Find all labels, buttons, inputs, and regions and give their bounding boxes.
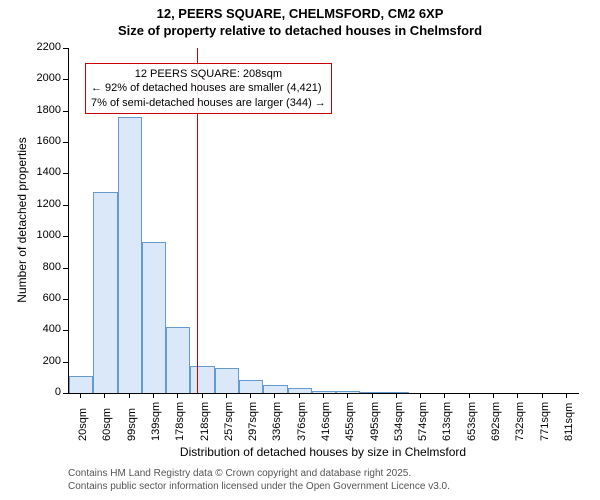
y-axis-label: Number of detached properties bbox=[15, 120, 29, 320]
y-tick-label: 1600 bbox=[23, 135, 61, 147]
y-tick-label: 400 bbox=[23, 323, 61, 335]
histogram-bar bbox=[385, 392, 409, 393]
histogram-bar bbox=[263, 385, 287, 393]
x-tick bbox=[347, 393, 348, 398]
histogram-bar bbox=[118, 117, 142, 393]
y-tick bbox=[63, 79, 68, 80]
title-line-1: 12, PEERS SQUARE, CHELMSFORD, CM2 6XP bbox=[0, 6, 600, 23]
x-tick bbox=[202, 393, 203, 398]
annotation-line-1: 12 PEERS SQUARE: 208sqm bbox=[91, 67, 326, 81]
x-tick-label: 455sqm bbox=[344, 402, 356, 441]
y-tick bbox=[63, 142, 68, 143]
histogram-bar bbox=[93, 192, 117, 393]
y-tick bbox=[63, 299, 68, 300]
annotation-line-3: 7% of semi-detached houses are larger (3… bbox=[91, 96, 326, 110]
x-tick bbox=[420, 393, 421, 398]
histogram-bar bbox=[288, 388, 312, 393]
x-tick bbox=[226, 393, 227, 398]
x-tick bbox=[493, 393, 494, 398]
y-tick bbox=[63, 236, 68, 237]
y-tick-label: 1200 bbox=[23, 198, 61, 210]
x-tick-label: 495sqm bbox=[369, 402, 381, 441]
y-tick bbox=[63, 393, 68, 394]
y-tick bbox=[63, 362, 68, 363]
annotation-line-2: ← 92% of detached houses are smaller (4,… bbox=[91, 81, 326, 95]
x-tick bbox=[299, 393, 300, 398]
histogram-bar bbox=[142, 242, 166, 393]
chart-footer: Contains HM Land Registry data © Crown c… bbox=[68, 467, 450, 493]
x-tick-label: 60sqm bbox=[101, 408, 113, 441]
y-tick-label: 1400 bbox=[23, 166, 61, 178]
x-tick-label: 20sqm bbox=[77, 408, 89, 441]
histogram-bar bbox=[336, 391, 360, 393]
y-tick bbox=[63, 268, 68, 269]
x-tick-label: 257sqm bbox=[223, 402, 235, 441]
chart-container: 12, PEERS SQUARE, CHELMSFORD, CM2 6XP Si… bbox=[0, 0, 600, 500]
y-tick bbox=[63, 173, 68, 174]
y-tick bbox=[63, 205, 68, 206]
histogram-bar bbox=[166, 327, 190, 393]
x-tick bbox=[104, 393, 105, 398]
x-tick bbox=[80, 393, 81, 398]
x-tick-label: 139sqm bbox=[150, 402, 162, 441]
x-tick bbox=[372, 393, 373, 398]
footer-line-2: Contains public sector information licen… bbox=[68, 480, 450, 493]
x-tick bbox=[153, 393, 154, 398]
x-tick-label: 99sqm bbox=[126, 408, 138, 441]
y-tick-label: 2000 bbox=[23, 72, 61, 84]
x-tick-label: 218sqm bbox=[199, 402, 211, 441]
y-tick-label: 1000 bbox=[23, 229, 61, 241]
x-tick-label: 297sqm bbox=[247, 402, 259, 441]
histogram-bar bbox=[190, 366, 214, 393]
x-tick-label: 732sqm bbox=[514, 402, 526, 441]
y-tick bbox=[63, 330, 68, 331]
x-tick-label: 574sqm bbox=[417, 402, 429, 441]
x-tick-label: 771sqm bbox=[539, 402, 551, 441]
x-tick-label: 178sqm bbox=[174, 402, 186, 441]
x-tick-label: 613sqm bbox=[441, 402, 453, 441]
x-tick bbox=[542, 393, 543, 398]
x-tick bbox=[566, 393, 567, 398]
y-tick bbox=[63, 111, 68, 112]
y-tick-label: 800 bbox=[23, 261, 61, 273]
y-tick bbox=[63, 48, 68, 49]
x-tick-label: 336sqm bbox=[271, 402, 283, 441]
histogram-bar bbox=[215, 368, 239, 393]
x-tick bbox=[469, 393, 470, 398]
x-tick bbox=[517, 393, 518, 398]
y-tick-label: 2200 bbox=[23, 41, 61, 53]
x-tick bbox=[129, 393, 130, 398]
x-tick bbox=[323, 393, 324, 398]
x-tick bbox=[274, 393, 275, 398]
footer-line-1: Contains HM Land Registry data © Crown c… bbox=[68, 467, 450, 480]
x-tick bbox=[396, 393, 397, 398]
histogram-bar bbox=[360, 392, 384, 393]
x-tick bbox=[250, 393, 251, 398]
y-tick-label: 200 bbox=[23, 355, 61, 367]
y-tick-label: 0 bbox=[23, 386, 61, 398]
x-tick bbox=[444, 393, 445, 398]
x-tick-label: 653sqm bbox=[466, 402, 478, 441]
x-tick-label: 692sqm bbox=[490, 402, 502, 441]
chart-title: 12, PEERS SQUARE, CHELMSFORD, CM2 6XP Si… bbox=[0, 0, 600, 40]
x-tick-label: 376sqm bbox=[296, 402, 308, 441]
title-line-2: Size of property relative to detached ho… bbox=[0, 23, 600, 40]
x-axis-label: Distribution of detached houses by size … bbox=[68, 445, 578, 459]
histogram-bar bbox=[69, 376, 93, 393]
annotation-box: 12 PEERS SQUARE: 208sqm← 92% of detached… bbox=[85, 63, 332, 114]
x-tick bbox=[177, 393, 178, 398]
plot-area: 12 PEERS SQUARE: 208sqm← 92% of detached… bbox=[68, 48, 579, 394]
x-tick-label: 534sqm bbox=[393, 402, 405, 441]
x-tick-label: 416sqm bbox=[320, 402, 332, 441]
y-tick-label: 1800 bbox=[23, 104, 61, 116]
x-tick-label: 811sqm bbox=[563, 403, 575, 441]
y-tick-label: 600 bbox=[23, 292, 61, 304]
histogram-bar bbox=[239, 380, 263, 393]
